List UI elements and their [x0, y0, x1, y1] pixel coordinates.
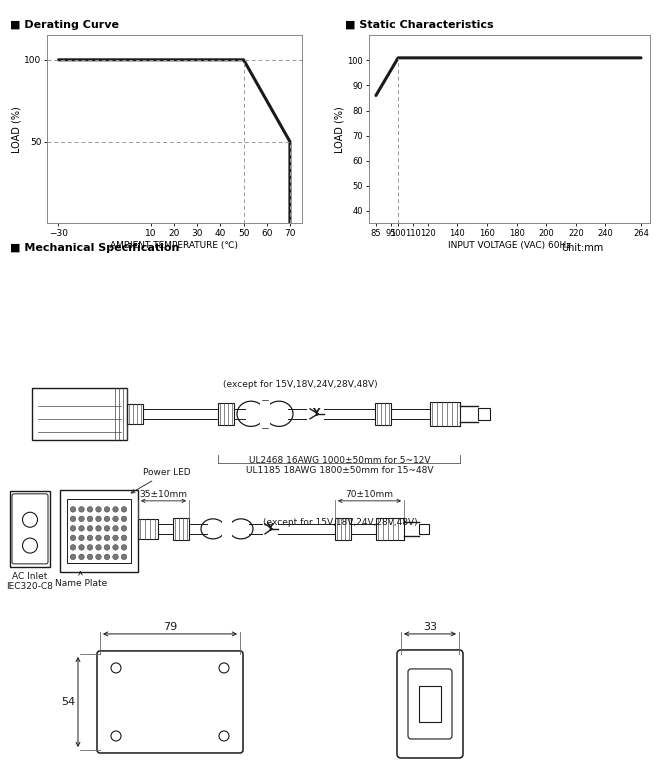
Circle shape: [105, 506, 110, 512]
X-axis label: INPUT VOLTAGE (VAC) 60Hz: INPUT VOLTAGE (VAC) 60Hz: [448, 241, 571, 250]
X-axis label: AMBIENT TEMPERATURE (℃): AMBIENT TEMPERATURE (℃): [110, 241, 239, 250]
Circle shape: [113, 506, 119, 512]
Text: UL1185 18AWG 1800±50mm for 15~48V: UL1185 18AWG 1800±50mm for 15~48V: [247, 466, 433, 475]
Circle shape: [96, 506, 101, 512]
Circle shape: [78, 516, 84, 521]
Circle shape: [96, 535, 101, 541]
Text: 35±10mm: 35±10mm: [139, 490, 188, 499]
Bar: [335, 518, 351, 540]
Circle shape: [121, 545, 127, 550]
Text: ■ Static Characteristics: ■ Static Characteristics: [345, 20, 494, 30]
Bar: [173, 518, 189, 540]
Circle shape: [113, 535, 119, 541]
Circle shape: [113, 554, 119, 560]
Bar: [10, 491, 50, 567]
Circle shape: [70, 506, 76, 512]
Circle shape: [87, 516, 93, 521]
Bar: [419, 686, 441, 722]
Circle shape: [113, 545, 119, 550]
Circle shape: [87, 535, 93, 541]
Bar: [138, 519, 158, 539]
Circle shape: [70, 545, 76, 550]
Text: 33: 33: [423, 622, 437, 632]
Bar: [127, 404, 143, 424]
Text: Unit:mm: Unit:mm: [561, 243, 603, 253]
Circle shape: [78, 525, 84, 532]
Circle shape: [121, 506, 127, 512]
Text: (except for 15V,18V,24V,28V,48V): (except for 15V,18V,24V,28V,48V): [263, 518, 417, 527]
Circle shape: [96, 516, 101, 521]
Circle shape: [121, 516, 127, 521]
Bar: [60, 490, 138, 572]
Circle shape: [78, 535, 84, 541]
Circle shape: [121, 535, 127, 541]
Circle shape: [121, 554, 127, 560]
Y-axis label: LOAD (%): LOAD (%): [334, 106, 344, 153]
Circle shape: [96, 525, 101, 532]
Text: ■ Derating Curve: ■ Derating Curve: [10, 20, 119, 30]
Circle shape: [105, 535, 110, 541]
Circle shape: [87, 554, 93, 560]
Circle shape: [113, 525, 119, 532]
Circle shape: [70, 554, 76, 560]
Circle shape: [105, 545, 110, 550]
Circle shape: [105, 525, 110, 532]
Text: AC Inlet
IEC320-C8: AC Inlet IEC320-C8: [7, 572, 54, 591]
Circle shape: [70, 525, 76, 532]
Bar: [222, 518, 232, 540]
Circle shape: [78, 506, 84, 512]
Text: 79: 79: [163, 622, 177, 632]
Circle shape: [121, 525, 127, 532]
Bar: [375, 403, 391, 425]
Bar: [419, 524, 429, 534]
Circle shape: [87, 545, 93, 550]
Circle shape: [113, 516, 119, 521]
Y-axis label: LOAD (%): LOAD (%): [11, 106, 21, 153]
Circle shape: [105, 554, 110, 560]
Text: 54: 54: [61, 697, 75, 707]
Circle shape: [70, 516, 76, 521]
Text: Y: Y: [312, 408, 320, 418]
Circle shape: [87, 506, 93, 512]
Circle shape: [78, 545, 84, 550]
Text: Power LED: Power LED: [131, 468, 191, 493]
Bar: [478, 408, 490, 419]
Bar: [376, 518, 404, 540]
Circle shape: [78, 554, 84, 560]
Text: Name Plate: Name Plate: [55, 572, 107, 588]
Text: ■ Mechanical Specification: ■ Mechanical Specification: [10, 243, 180, 253]
Circle shape: [87, 525, 93, 532]
Circle shape: [96, 554, 101, 560]
Text: Y: Y: [267, 523, 273, 533]
Bar: [260, 400, 270, 428]
Bar: [218, 403, 234, 425]
Bar: [430, 401, 460, 426]
Bar: [67, 499, 131, 563]
Circle shape: [70, 535, 76, 541]
Text: (except for 15V,18V,24V,28V,48V): (except for 15V,18V,24V,28V,48V): [222, 379, 377, 389]
Bar: [32, 388, 127, 440]
Text: UL2468 16AWG 1000±50mm for 5~12V: UL2468 16AWG 1000±50mm for 5~12V: [249, 456, 431, 465]
Circle shape: [105, 516, 110, 521]
Circle shape: [96, 545, 101, 550]
Text: 70±10mm: 70±10mm: [346, 490, 393, 499]
